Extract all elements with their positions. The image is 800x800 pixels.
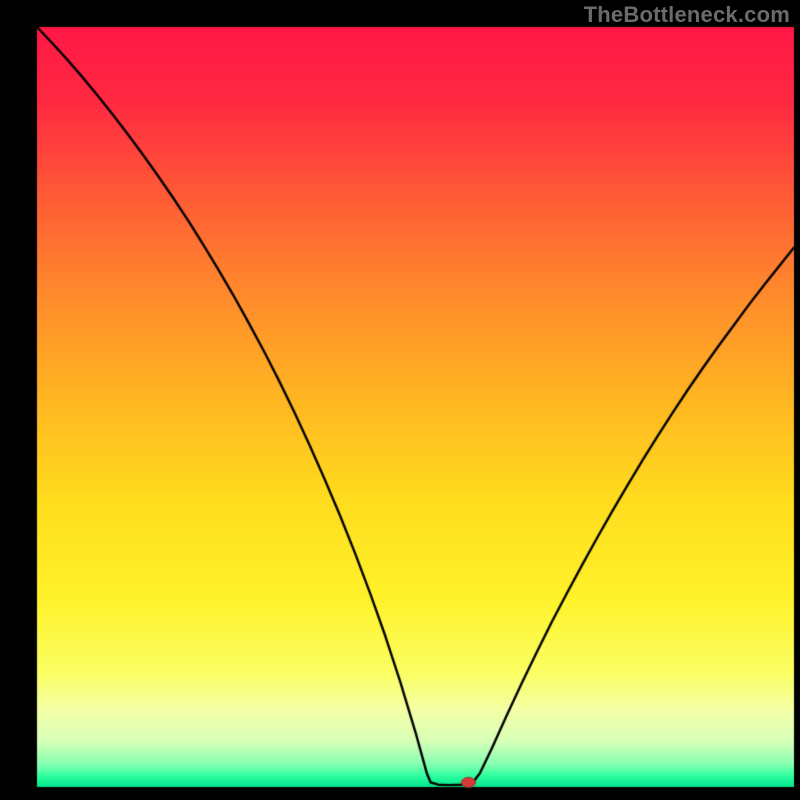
curve-overlay-canvas [0,0,800,800]
chart-root: TheBottleneck.com [0,0,800,800]
watermark-text: TheBottleneck.com [584,2,790,28]
